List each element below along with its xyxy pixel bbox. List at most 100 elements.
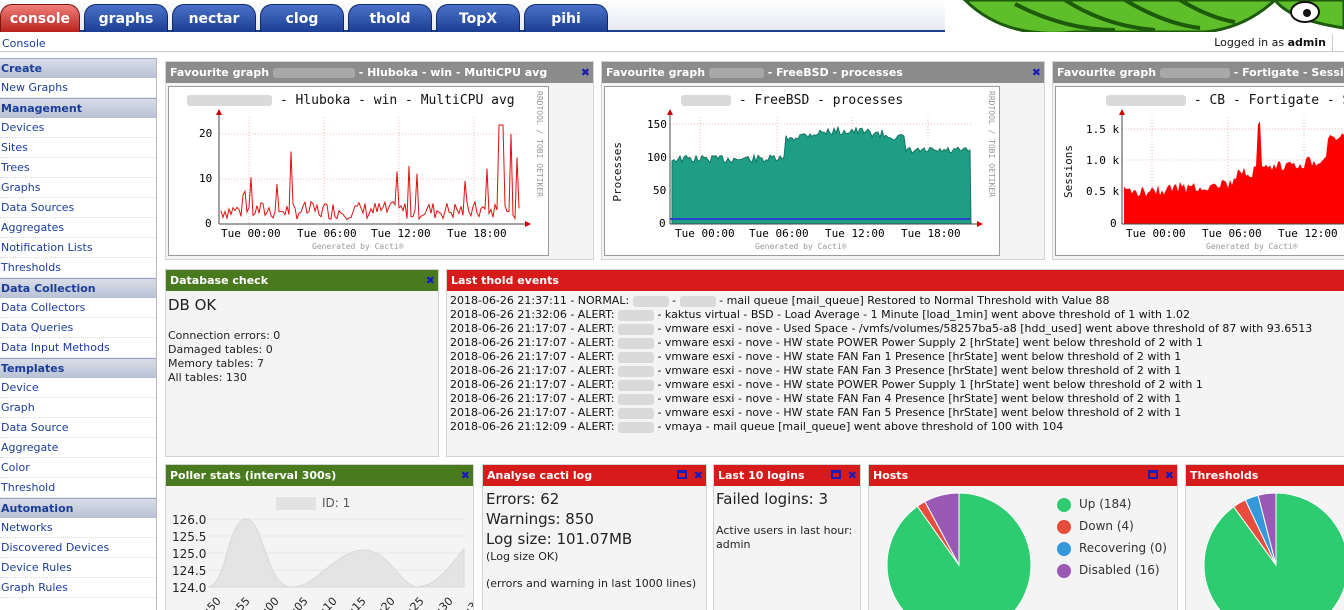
- close-icon[interactable]: ✖: [425, 274, 435, 287]
- menu-item-color[interactable]: Color: [0, 458, 156, 478]
- cactus-logo: [945, 0, 1344, 32]
- close-icon[interactable]: ✖: [693, 469, 703, 482]
- legend-item[interactable]: Disabled (16): [1057, 563, 1160, 578]
- event-prefix: 2018-06-26 21:17:07 - ALERT:: [450, 364, 618, 377]
- tab-pihi[interactable]: pihi: [524, 4, 608, 32]
- legend-item[interactable]: Up (184): [1057, 497, 1131, 512]
- panel-title: Favourite graph: [1057, 66, 1160, 79]
- panel-header: Last thold events: [447, 270, 1344, 291]
- maximize-icon[interactable]: [831, 470, 841, 479]
- event-prefix: 2018-06-26 21:32:06 - ALERT:: [450, 308, 618, 321]
- tab-console[interactable]: console: [0, 4, 80, 32]
- thold-event-row: 2018-06-26 21:17:07 - ALERT: - vmware es…: [450, 364, 1312, 378]
- graph-footer: Generated by Cacti®: [312, 242, 404, 251]
- menu-section-automation[interactable]: Automation: [0, 498, 156, 518]
- menu-item-discovered-devices[interactable]: Discovered Devices: [0, 538, 156, 558]
- event-text: - vmware esxi - nove - HW state FAN Fan …: [653, 350, 1182, 363]
- menu-item-data-queries[interactable]: Data Queries: [0, 318, 156, 338]
- menu-item-networks[interactable]: Networks: [0, 518, 156, 538]
- close-icon[interactable]: ✖: [1164, 469, 1174, 482]
- breadcrumb[interactable]: Console: [2, 37, 46, 50]
- x-tick: Tue 12:00: [1278, 227, 1338, 240]
- logged-in-user[interactable]: admin: [1287, 36, 1326, 49]
- menu-item-data-sources[interactable]: Data Sources: [0, 198, 156, 218]
- panel-title: Thresholds: [1190, 469, 1259, 482]
- tab-graphs[interactable]: graphs: [84, 4, 168, 32]
- y-axis-label: Sessions: [1062, 145, 1075, 198]
- left-menu: Create New Graphs Management Devices Sites Tr…: [0, 58, 157, 610]
- panel-title: Last thold events: [451, 274, 559, 287]
- legend-dot-icon: [1057, 563, 1071, 578]
- graph-title: - CB - Fortigate - S: [1106, 93, 1344, 108]
- rrd-graph[interactable]: - Hluboka - win - MultiCPU avg 20 10 0 T…: [168, 86, 549, 256]
- menu-item-trees[interactable]: Trees: [0, 158, 156, 178]
- menu-section-data-collection[interactable]: Data Collection: [0, 278, 156, 298]
- legend-swatch: [276, 497, 316, 510]
- menu-item-aggregates[interactable]: Aggregates: [0, 218, 156, 238]
- x-tick: Tue 12:00: [825, 227, 885, 240]
- legend-item[interactable]: Down (4): [1057, 519, 1134, 534]
- tab-topx[interactable]: TopX: [436, 4, 520, 32]
- y-tick: 126.0: [172, 513, 207, 527]
- redacted-text: [617, 351, 654, 363]
- maximize-icon[interactable]: [677, 470, 687, 479]
- tab-thold[interactable]: thold: [348, 4, 432, 32]
- close-icon[interactable]: ✖: [460, 469, 470, 482]
- hosts-pie-chart[interactable]: [869, 465, 1069, 610]
- menu-item-graph[interactable]: Graph: [0, 398, 156, 418]
- menu-item-notification-lists[interactable]: Notification Lists: [0, 238, 156, 258]
- thold-event-row: 2018-06-26 21:17:07 - ALERT: - vmware es…: [450, 378, 1312, 392]
- menu-item-thresholds[interactable]: Thresholds: [0, 258, 156, 278]
- menu-item-graphs[interactable]: Graphs: [0, 178, 156, 198]
- event-text: - vmware esxi - nove - HW state POWER Po…: [653, 378, 1203, 391]
- menu-section-management[interactable]: Management: [0, 98, 156, 118]
- thresholds-pie-chart[interactable]: [1186, 465, 1344, 610]
- menu-item-devices[interactable]: Devices: [0, 118, 156, 138]
- legend-label: Up (184): [1079, 497, 1132, 511]
- redacted-text: [708, 68, 764, 78]
- panel-header: Favourite graph - Fortigate - Sessi: [1053, 62, 1344, 83]
- y-tick: 0: [1110, 217, 1117, 230]
- menu-item-data-input-methods[interactable]: Data Input Methods: [0, 338, 156, 358]
- redacted-text: [1106, 95, 1186, 106]
- event-prefix: 2018-06-26 21:17:07 - ALERT:: [450, 322, 618, 335]
- close-icon[interactable]: ✖: [580, 66, 590, 79]
- tab-clog[interactable]: clog: [260, 4, 344, 32]
- y-tick: 124.5: [172, 564, 207, 578]
- rrd-graph[interactable]: - CB - Fortigate - S Sessions 1.5 k 1.0 …: [1055, 86, 1344, 256]
- pie-slice[interactable]: [1203, 492, 1344, 610]
- logged-in-label: Logged in as: [1214, 36, 1285, 49]
- event-prefix: 2018-06-26 21:37:11 - NORMAL:: [450, 294, 633, 307]
- breadcrumb-bar: Console Logged in as admin: [0, 34, 1344, 52]
- menu-item-graph-rules[interactable]: Graph Rules: [0, 578, 156, 598]
- menu-item-new-graphs[interactable]: New Graphs: [0, 78, 156, 98]
- panel-title: Database check: [170, 274, 269, 287]
- redacted-text: [617, 393, 654, 405]
- tab-nectar[interactable]: nectar: [172, 4, 256, 32]
- pie-slice[interactable]: [1257, 492, 1277, 566]
- graph-footer: Generated by Cacti®: [1206, 242, 1298, 251]
- x-tick: Tue 06:00: [1202, 227, 1262, 240]
- menu-item-sites[interactable]: Sites: [0, 138, 156, 158]
- menu-section-create[interactable]: Create: [0, 58, 156, 78]
- legend-item[interactable]: Recovering (0): [1057, 541, 1167, 556]
- last-logins-panel: Last 10 logins ✖ Failed logins: 3 Active …: [713, 464, 861, 610]
- menu-section-templates[interactable]: Templates: [0, 358, 156, 378]
- top-tab-bar: console graphs nectar clog thold TopX pi…: [0, 0, 1344, 32]
- menu-item-threshold[interactable]: Threshold: [0, 478, 156, 498]
- menu-item-device[interactable]: Device: [0, 378, 156, 398]
- close-icon[interactable]: ✖: [1031, 66, 1041, 79]
- close-icon[interactable]: ✖: [847, 469, 857, 482]
- maximize-icon[interactable]: [1148, 470, 1158, 479]
- pie-slice[interactable]: [924, 492, 960, 566]
- legend-dot-icon: [1057, 519, 1071, 534]
- menu-item-device-rules[interactable]: Device Rules: [0, 558, 156, 578]
- event-text: - mail queue [mail_queue] Restored to No…: [715, 294, 1110, 307]
- poller-chart[interactable]: [166, 465, 474, 610]
- event-prefix: 2018-06-26 21:17:07 - ALERT:: [450, 336, 618, 349]
- menu-item-aggregate[interactable]: Aggregate: [0, 438, 156, 458]
- rrd-graph[interactable]: - FreeBSD - processes Processes 150 100 …: [604, 86, 1000, 256]
- event-prefix: 2018-06-26 21:17:07 - ALERT:: [450, 350, 618, 363]
- menu-item-data-source[interactable]: Data Source: [0, 418, 156, 438]
- menu-item-data-collectors[interactable]: Data Collectors: [0, 298, 156, 318]
